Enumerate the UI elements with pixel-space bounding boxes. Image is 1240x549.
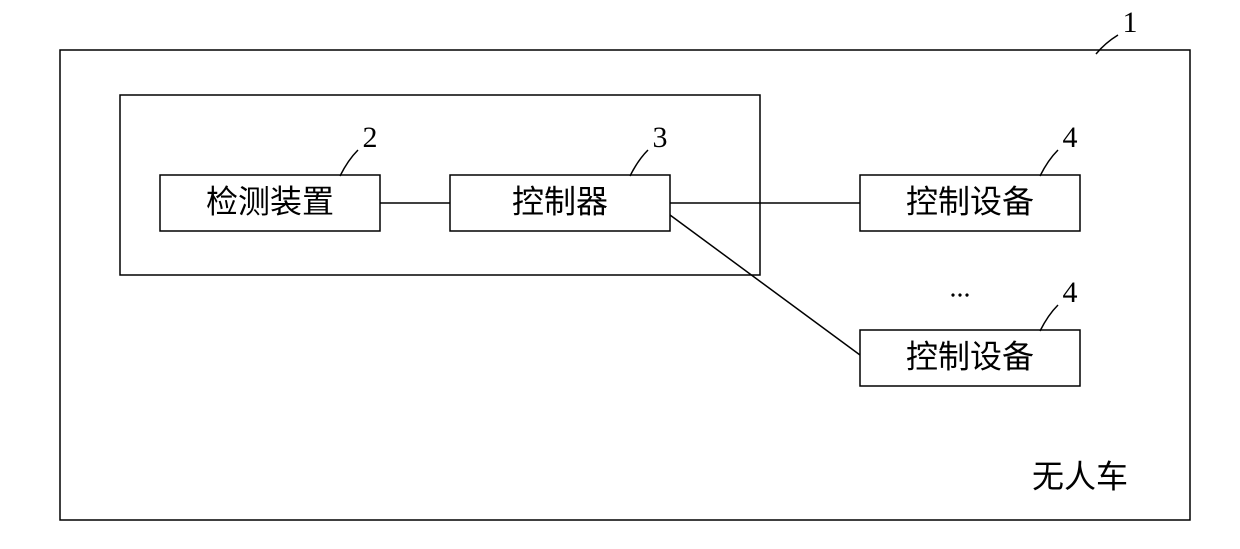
device_bottom-label: 控制设备	[906, 338, 1034, 374]
outer-box	[60, 50, 1190, 520]
outer-box-leader	[1096, 35, 1118, 54]
outer-box-number: 1	[1123, 6, 1138, 39]
controller-leader	[630, 150, 648, 176]
controller-number: 3	[653, 121, 668, 154]
device_top-leader	[1040, 150, 1058, 176]
device_bottom-leader	[1040, 305, 1058, 331]
device_bottom-number: 4	[1063, 276, 1078, 309]
controller-label: 控制器	[512, 183, 608, 219]
detect-number: 2	[363, 121, 378, 154]
ellipsis-text: ...	[950, 272, 971, 303]
device_top-number: 4	[1063, 121, 1078, 154]
edge-2	[670, 215, 860, 355]
outer-box-label: 无人车	[1032, 458, 1128, 494]
diagram-canvas: 无人车 1 检测装置 2 控制器 3 控制设备 4 控制设备 4...	[0, 0, 1240, 549]
device_top-label: 控制设备	[906, 183, 1034, 219]
detect-leader	[340, 150, 358, 176]
detect-label: 检测装置	[206, 183, 334, 219]
